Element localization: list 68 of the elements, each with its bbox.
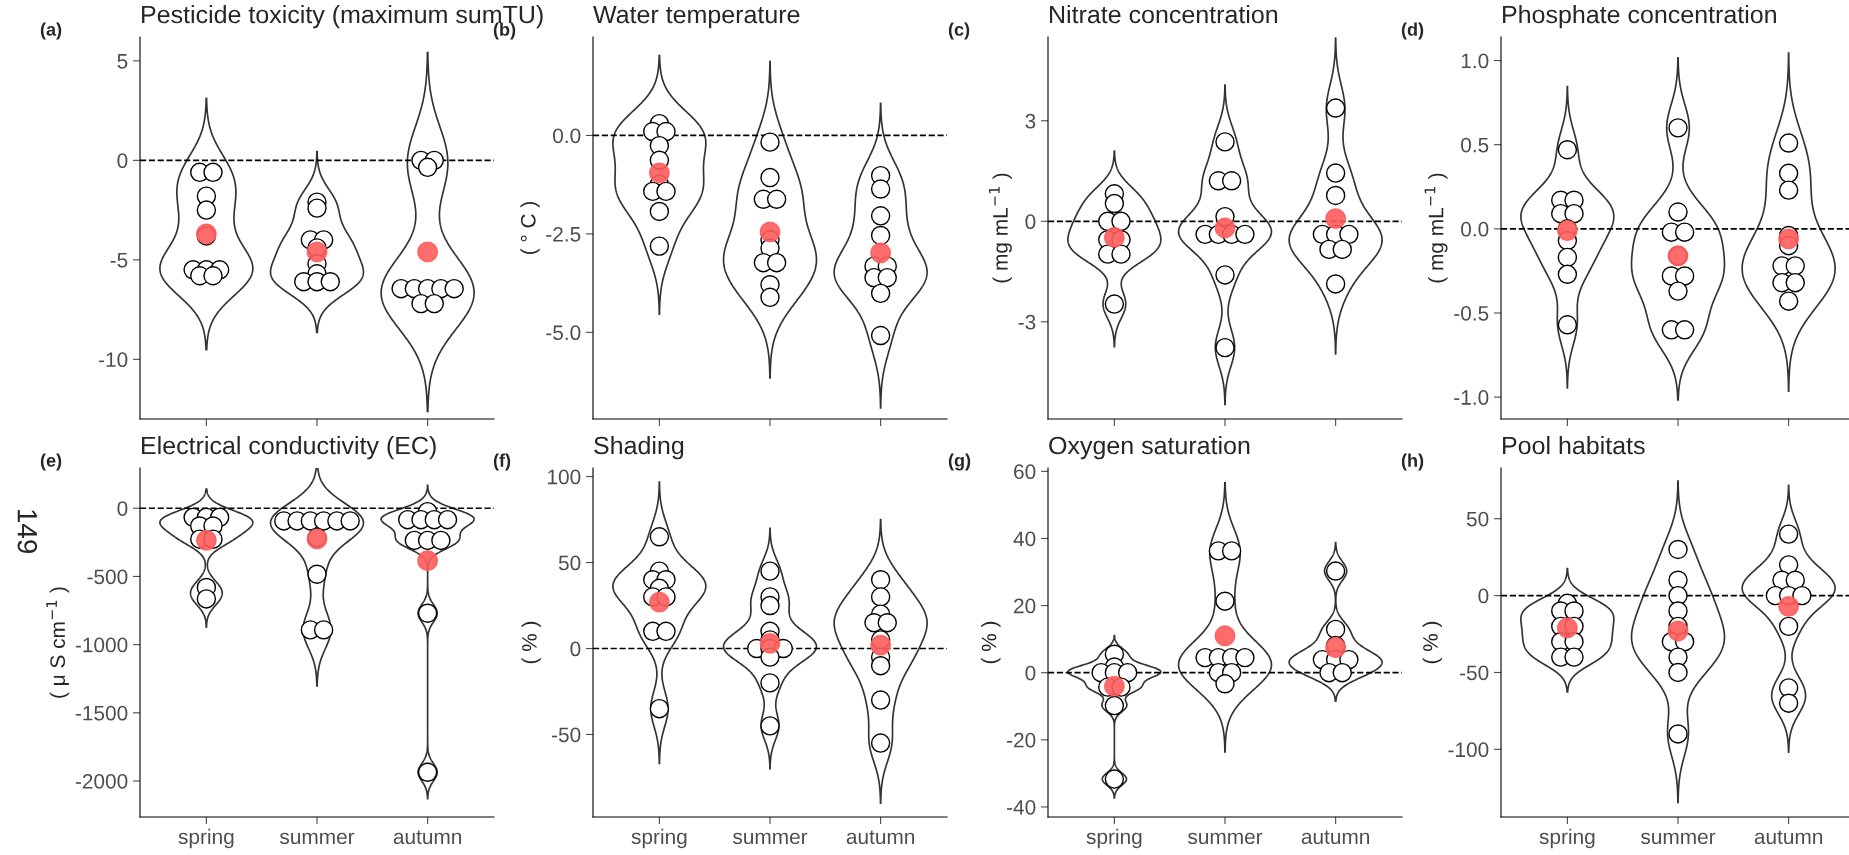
x-tick-label: summer [279,832,355,845]
x-tick-label: spring [1086,828,1142,849]
y-tick-label: -1500 [75,705,128,721]
y-axis-title: ( % ) [1422,621,1442,664]
y-tick-label: -5.0 [546,325,581,341]
y-tick-label: 100 [548,469,581,485]
y-tick-label: 0.0 [553,128,581,144]
text: (c) [948,22,970,40]
chart-title: Pool habitats [1503,435,1645,455]
y-axis-title: ( ° C ) [520,201,540,255]
chart-title: Nitrate concentration [1050,4,1278,24]
y-tick-label: -2.5 [546,226,581,242]
y-tick-label: 40 [1013,531,1036,547]
x-tick-label: summer [732,832,808,845]
text: (e) [40,453,62,471]
y-tick-label: 0 [570,641,581,657]
y-tick-label: 1.0 [1461,53,1489,69]
y-tick-label: -40 [1007,799,1036,815]
x-tick-label: autumn [1301,830,1370,845]
y-tick-label: -50 [1460,665,1489,681]
y-tick-label: 0 [117,153,128,169]
y-axis-title: ( mg mL$^{−1}$ ) [1424,173,1448,283]
y-tick-label: 50 [1466,511,1489,527]
y-tick-label: 50 [558,555,581,571]
y-tick-label: -2000 [75,774,128,789]
text: (a) [40,22,62,40]
y-tick-label: 3 [1025,113,1036,129]
y-tick-label: 0.5 [1461,137,1489,153]
y-tick-label: 0 [1478,588,1489,604]
y-axis-title: ( μ S cm$^{−1}$ ) [46,587,70,698]
y-tick-label: 0 [1025,665,1036,681]
x-tick-label: autumn [846,830,915,845]
y-axis-title: ( % ) [521,621,541,664]
text: 149 [17,510,38,554]
y-axis-title: ( mg mL$^{−1}$ ) [988,173,1012,283]
annotation: (f) [493,453,511,471]
y-tick-label: 20 [1014,598,1036,614]
chart-title: Oxygen saturation [1049,435,1250,460]
y-tick-label: 0 [117,501,128,516]
chart-title: Phosphate concentration [1503,4,1776,29]
y-tick-label: -5 [110,253,128,268]
y-tick-label: 5 [117,54,128,69]
y-tick-label: -0.5 [1454,305,1489,321]
x-tick-label: autumn [393,830,462,845]
y-tick-label: -10 [99,352,128,368]
x-tick-label: spring [631,828,687,849]
y-tick-label: 60 [1014,464,1036,480]
y-axis-title: ( % ) [981,621,1001,664]
y-tick-label: 0 [1025,214,1036,230]
x-tick-label: spring [1539,828,1595,849]
x-tick-label: spring [178,828,234,849]
y-tick-label: -100 [1448,742,1489,758]
chart-title: Shading [594,435,684,460]
y-tick-label: -500 [87,569,128,585]
y-tick-label: -20 [1007,732,1036,748]
y-tick-label: -50 [552,727,581,743]
chart-title: Electrical conductivity (EC) [142,435,436,460]
x-tick-label: summer [1187,832,1263,845]
x-tick-label: summer [1640,832,1716,845]
x-tick-label: autumn [1754,830,1823,845]
annotation: (d) [1401,22,1424,40]
annotation: (h) [1401,453,1424,471]
chart-title: Water temperature [593,5,800,29]
y-tick-label: -1000 [75,637,128,653]
y-tick-label: -1.0 [1454,390,1489,405]
y-tick-label: -3 [1018,314,1036,330]
y-tick-label: 0.0 [1461,221,1489,237]
text: (g) [948,453,971,471]
